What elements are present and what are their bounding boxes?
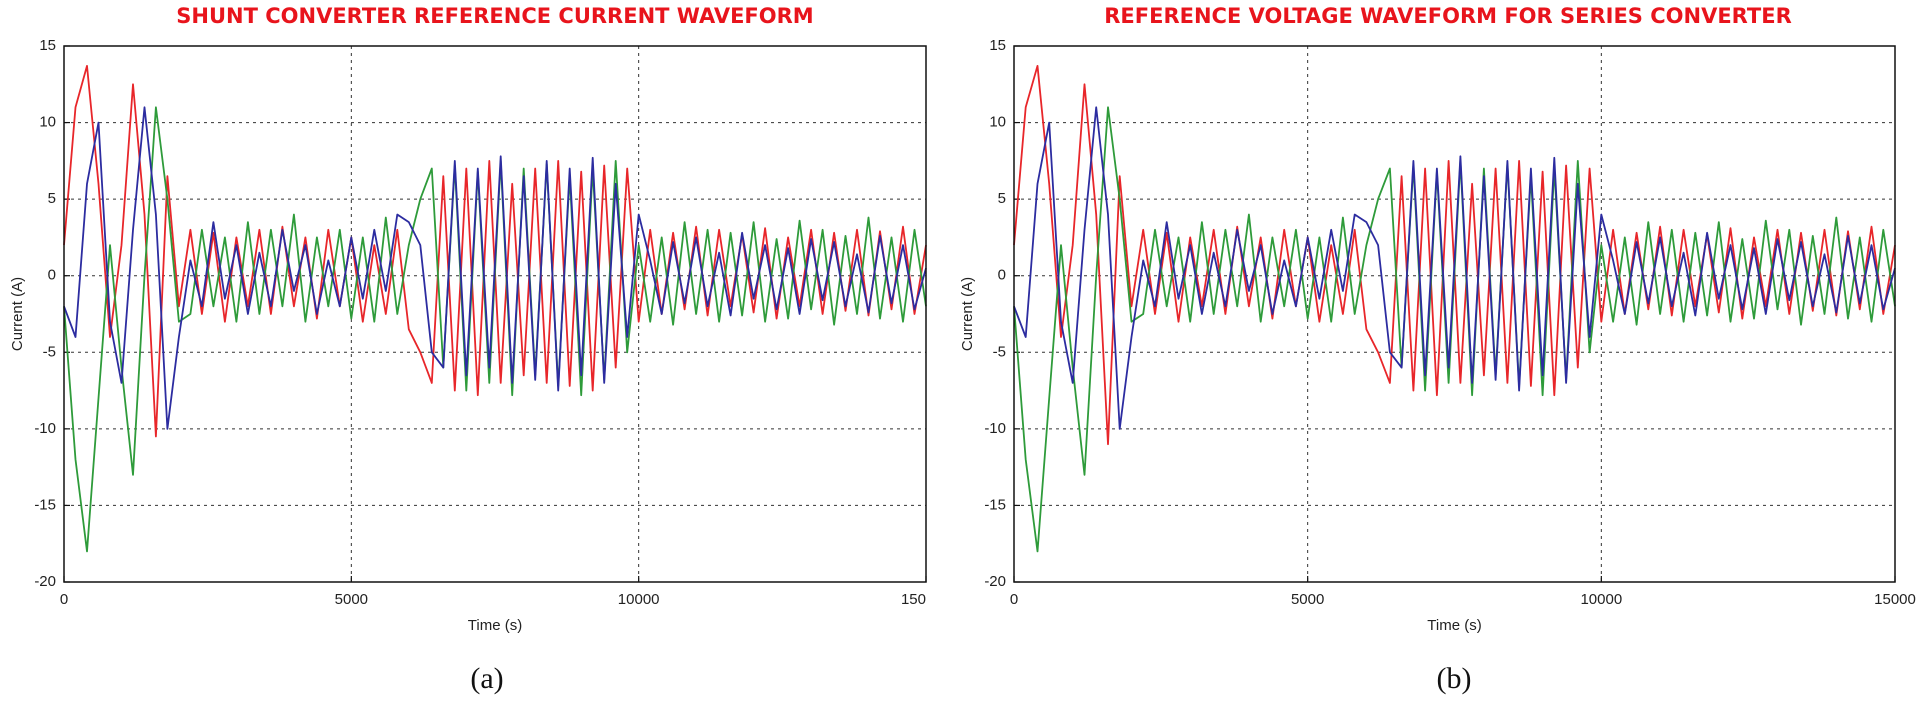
series-line xyxy=(1013,106,1896,430)
y-tick-label: -15 xyxy=(984,496,1006,513)
x-tick-label: 10000 xyxy=(618,591,660,608)
x-tick-label: 5000 xyxy=(1291,591,1324,608)
y-axis-label: Current (A) xyxy=(959,277,976,351)
x-tick-label: 5000 xyxy=(335,591,368,608)
y-tick-label: 10 xyxy=(989,114,1006,131)
x-axis-label: Time (s) xyxy=(468,617,522,634)
y-tick-label: -5 xyxy=(43,343,56,360)
caption: (a) xyxy=(470,662,503,695)
y-tick-label: -20 xyxy=(34,573,56,590)
x-tick-label: 0 xyxy=(1010,591,1018,608)
caption: (b) xyxy=(1437,662,1472,695)
y-tick-label: -15 xyxy=(34,496,56,513)
chart-title: SHUNT CONVERTER REFERENCE CURRENT WAVEFO… xyxy=(176,4,813,28)
x-tick-label: 10000 xyxy=(1580,591,1622,608)
y-tick-label: 10 xyxy=(39,114,56,131)
plot-background xyxy=(64,46,926,582)
series-line xyxy=(63,106,927,430)
chart: SHUNT CONVERTER REFERENCE CURRENT WAVEFO… xyxy=(9,4,927,695)
y-tick-label: 15 xyxy=(989,37,1006,54)
y-tick-label: 0 xyxy=(48,267,56,284)
y-tick-label: 5 xyxy=(48,190,56,207)
y-tick-label: -20 xyxy=(984,573,1006,590)
y-tick-label: 15 xyxy=(39,37,56,54)
chart-title: REFERENCE VOLTAGE WAVEFORM FOR SERIES CO… xyxy=(1104,4,1791,28)
y-tick-label: 5 xyxy=(998,190,1006,207)
x-tick-label: 0 xyxy=(60,591,68,608)
x-tick-label: 15000 xyxy=(1874,591,1916,608)
x-tick-label: 150 xyxy=(901,591,926,608)
plot-background xyxy=(1014,46,1895,582)
plot-frame xyxy=(63,45,927,583)
y-tick-label: -10 xyxy=(34,420,56,437)
y-tick-label: -10 xyxy=(984,420,1006,437)
y-tick-label: -5 xyxy=(993,343,1006,360)
plot-frame xyxy=(1013,45,1896,583)
y-tick-label: 0 xyxy=(998,267,1006,284)
y-axis-label: Current (A) xyxy=(9,277,26,351)
chart: REFERENCE VOLTAGE WAVEFORM FOR SERIES CO… xyxy=(959,4,1916,695)
x-axis-label: Time (s) xyxy=(1427,617,1481,634)
